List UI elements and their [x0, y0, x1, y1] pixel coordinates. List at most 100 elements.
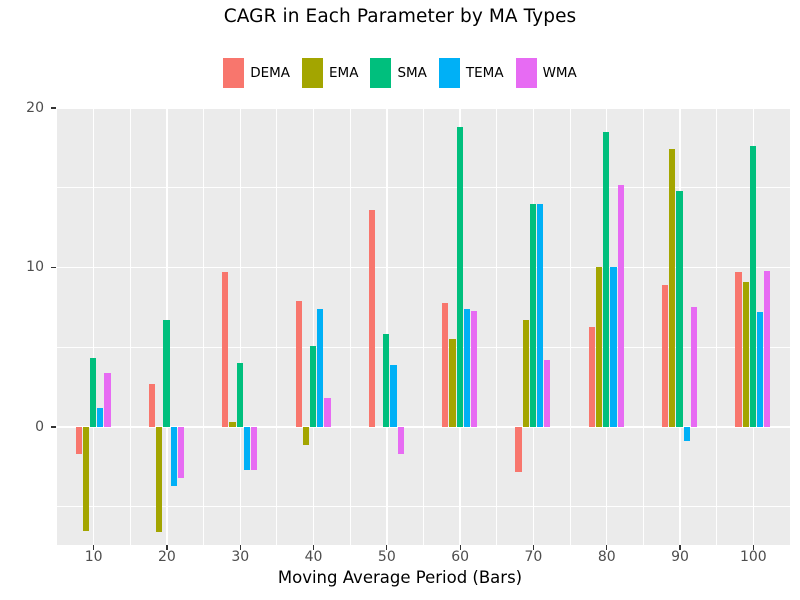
x-axis-tick-label: 90: [671, 549, 689, 565]
bar-ema-10: [82, 426, 90, 531]
bar-tema-80: [610, 267, 617, 427]
legend-item-sma[interactable]: SMA: [370, 58, 427, 88]
x-axis-tick-label: 30: [231, 549, 250, 565]
bar-sma-60: [456, 127, 463, 427]
y-axis-tick-mark: [51, 107, 56, 109]
legend-item-dema[interactable]: DEMA: [223, 58, 290, 88]
x-axis-tick-label: 70: [524, 549, 543, 565]
bar-wma-70: [544, 359, 551, 427]
x-axis-tick-label: 60: [451, 549, 470, 565]
x-axis-tick-label: 10: [84, 549, 103, 565]
bar-wma-80: [617, 184, 624, 427]
bar-dema-80: [588, 326, 595, 427]
x-axis-title: Moving Average Period (Bars): [277, 568, 523, 587]
legend-item-wma[interactable]: WMA: [515, 58, 577, 88]
y-axis-tick-label: 20: [26, 100, 44, 116]
legend-item-tema[interactable]: TEMA: [438, 58, 504, 88]
bar-tema-100: [756, 312, 764, 427]
legend-label-sma: SMA: [397, 65, 427, 81]
x-axis-tick-mark: [312, 545, 315, 550]
bar-tema-40: [317, 308, 324, 427]
bar-ema-70: [522, 320, 529, 427]
x-axis-tick-mark: [93, 545, 95, 550]
x-axis-tick-mark: [606, 545, 608, 550]
bar-dema-10: [75, 426, 82, 455]
bar-wma-30: [251, 426, 258, 471]
legend-swatch-dema: [223, 58, 245, 88]
gridline-minor-vertical: [423, 108, 424, 545]
x-axis-tick-mark: [532, 545, 535, 550]
legend-swatch-wma: [515, 58, 537, 88]
y-axis-tick-mark: [51, 426, 56, 428]
x-axis-tick-mark: [166, 545, 168, 550]
bar-ema-30: [229, 422, 236, 427]
bar-dema-50: [368, 210, 376, 427]
chart-title: CAGR in Each Parameter by MA Types: [223, 6, 577, 27]
legend-label-tema: TEMA: [465, 65, 504, 81]
x-axis-tick-mark: [752, 545, 754, 550]
bar-tema-10: [97, 407, 104, 427]
bar-dema-100: [735, 272, 742, 427]
bar-ema-80: [595, 267, 603, 427]
gridline-major-vertical: [312, 108, 315, 545]
gridline-major-vertical: [92, 108, 95, 545]
legend-label-ema: EMA: [329, 65, 359, 81]
bar-sma-20: [163, 320, 170, 427]
bar-wma-40: [324, 398, 331, 427]
bar-sma-50: [383, 334, 390, 427]
bar-dema-90: [662, 285, 669, 427]
gridline-minor-vertical: [129, 108, 131, 545]
gridline-minor-vertical: [349, 108, 351, 545]
bar-tema-90: [683, 426, 690, 442]
bar-sma-40: [309, 345, 317, 427]
bar-dema-40: [295, 300, 302, 427]
x-axis-tick-mark: [459, 545, 461, 550]
x-axis-tick-mark: [386, 545, 388, 550]
x-axis-tick-mark: [679, 545, 681, 550]
bar-sma-30: [236, 363, 243, 427]
bar-tema-70: [537, 203, 544, 427]
chart-legend: DEMA EMA SMA TEMA WMA: [0, 58, 800, 88]
y-axis-tick-label: 0: [35, 418, 44, 435]
bar-ema-100: [742, 281, 749, 427]
legend-swatch-ema: [302, 58, 324, 88]
bar-sma-100: [749, 146, 756, 427]
gridline-minor-vertical: [203, 108, 205, 545]
gridline-minor-vertical: [716, 108, 718, 545]
legend-label-wma: WMA: [542, 65, 577, 81]
bar-ema-20: [156, 426, 163, 533]
legend-item-ema[interactable]: EMA: [302, 58, 358, 88]
x-axis-tick-label: 50: [377, 549, 396, 565]
gridline-minor-vertical: [276, 108, 278, 545]
bar-wma-90: [690, 307, 698, 427]
bar-sma-90: [676, 190, 683, 427]
gridline-major-vertical: [239, 108, 241, 545]
x-axis-tick-mark: [239, 545, 241, 550]
x-axis-tick-label: 100: [739, 549, 767, 565]
bar-wma-50: [397, 426, 404, 455]
x-axis-tick-label: 80: [597, 549, 616, 565]
bar-ema-60: [449, 339, 456, 427]
bar-sma-80: [603, 131, 610, 427]
bar-sma-70: [529, 203, 537, 427]
bar-wma-100: [764, 270, 771, 427]
y-axis-tick-label: 10: [26, 259, 44, 276]
bar-tema-50: [390, 364, 397, 427]
bar-wma-20: [177, 426, 184, 478]
bar-ema-90: [669, 149, 676, 427]
bar-dema-20: [148, 383, 156, 427]
x-axis-tick-label: 40: [304, 549, 323, 565]
gridline-major-vertical: [386, 108, 388, 545]
gridline-minor-vertical: [496, 108, 498, 545]
gridline-minor-vertical: [642, 108, 644, 545]
y-axis-tick-mark: [51, 266, 56, 269]
gridline-minor-vertical: [569, 108, 571, 545]
bar-sma-10: [90, 358, 97, 427]
plot-panel: [57, 108, 790, 545]
legend-label-dema: DEMA: [250, 65, 291, 81]
bar-dema-60: [442, 302, 449, 427]
bar-wma-10: [104, 372, 111, 427]
bar-ema-40: [302, 426, 309, 445]
bar-tema-30: [243, 426, 251, 471]
